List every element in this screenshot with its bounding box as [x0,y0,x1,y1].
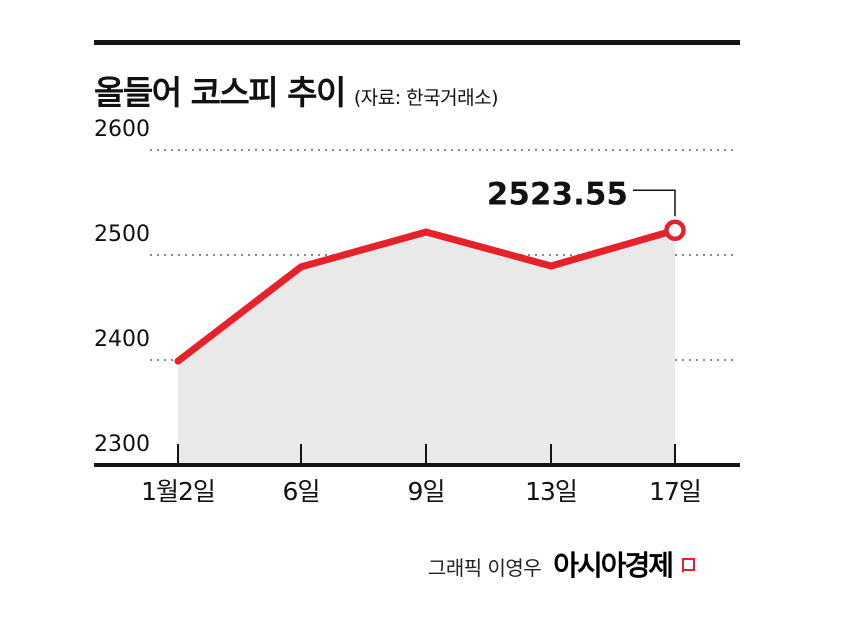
endpoint-marker [664,219,686,242]
page-title: 올들어 코스피 추이 [94,73,346,112]
x-tick-label: 1월2일 [141,477,215,506]
x-tick-label: 17일 [649,477,701,506]
source-label: (자료: 한국거래소) [353,87,499,109]
last-value-label: 2523.55 [487,176,628,212]
annotation-callout-line [633,189,676,217]
brand-bubble-icon [682,558,695,573]
y-tick-label: 2300 [94,432,150,457]
x-tick-label: 9일 [408,477,445,506]
chart-header: 올들어 코스피 추이 (자료: 한국거래소) [94,66,499,114]
graphic-credit: 그래픽 이영우 [427,556,542,580]
brand-logo: 아시아경제 [553,549,674,582]
header-rule [94,40,740,45]
x-tick-label: 13일 [525,477,577,506]
x-tick-label: 6일 [283,477,320,506]
y-tick-label: 2500 [94,222,150,247]
kospi-series-line [174,226,679,365]
y-tick-label: 2400 [94,327,150,352]
series-area [178,230,675,465]
footer: 그래픽 이영우 아시아경제 [0,544,700,584]
y-tick-label: 2600 [94,117,150,142]
